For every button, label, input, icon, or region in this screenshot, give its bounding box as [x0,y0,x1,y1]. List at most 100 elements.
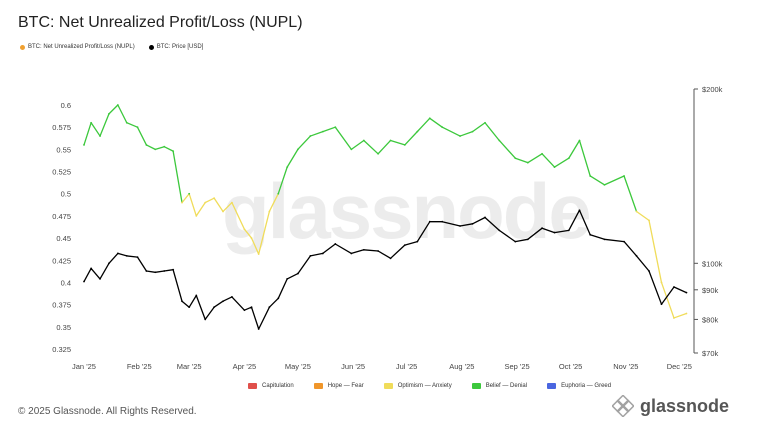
nupl-line-segment [673,312,688,319]
nupl-point [441,126,444,129]
x-tick-label: May '25 [285,362,311,371]
price-point [648,270,650,272]
price-point [222,300,224,303]
nupl-line-segment [99,113,110,137]
price-point [243,309,246,312]
nupl-line-segment [222,201,233,213]
zone-legend-optimism-anxiety: Optimism — Anxiety [383,383,452,389]
nupl-line-segment [181,193,190,204]
nupl-point [125,121,128,124]
diamond-logo-icon [612,395,634,417]
price-point [195,294,198,297]
price-point [108,262,110,265]
nupl-line-segment [286,148,299,168]
zone-swatch-optimism-anxiety [383,383,393,389]
watermark-logo: glassnode [222,167,592,255]
zone-legend-hope-fear: Hope — Fear [313,383,364,389]
zone-legend: Capitulation Hope — Fear Optimism — Anxi… [248,383,611,389]
zone-label-belief-denial: Belief — Denial [485,383,528,389]
copyright-text: © 2025 Glassnode. All Rights Reserved. [18,406,197,417]
price-point [362,248,365,251]
nupl-line-segment [90,122,101,137]
price-point [334,243,337,245]
price-point [231,295,233,298]
x-tick-label: Jan '25 [72,362,96,371]
nupl-point [277,192,280,195]
nupl-line-segment [136,126,148,146]
nupl-point [623,175,625,177]
y-left-tick-label: 0.6 [61,101,71,110]
price-point [603,238,606,241]
nupl-point [648,219,650,222]
legend-label-nupl: BTC: Net Unrealized Profit/Loss (NUPL) [28,44,135,50]
nupl-point [188,192,191,195]
nupl-line-segment [471,122,486,133]
nupl-line-segment [309,130,324,137]
x-tick-label: Jul '25 [396,362,417,371]
price-point [578,209,581,212]
price-point [389,257,392,260]
chart-title: BTC: Net Unrealized Profit/Loss (NUPL) [18,14,303,31]
nupl-line-segment [213,197,224,213]
nupl-point [416,130,419,133]
price-point [136,256,139,258]
price-point [277,297,280,300]
nupl-line-segment [429,117,443,128]
nupl-line-segment [350,139,365,151]
nupl-point [377,152,379,155]
price-point [268,306,271,309]
price-point [213,306,216,309]
x-tick-label: Oct '25 [559,362,583,371]
y-left-tick-label: 0.4 [61,278,71,287]
legend-item-price[interactable]: BTC: Price [USD] [148,44,203,50]
nupl-point [136,126,139,129]
price-point [498,229,501,232]
nupl-line-segment [578,139,591,177]
price-point [635,254,638,257]
nupl-point [181,201,183,204]
nupl-point [589,175,592,177]
nupl-point [541,152,543,155]
nupl-line-segment [145,144,156,151]
nupl-point [578,139,581,142]
price-point [154,271,157,274]
price-point [484,216,486,219]
price-point [660,303,663,306]
nupl-line-segment [404,130,418,146]
nupl-line-segment [154,146,165,151]
nupl-point [172,150,175,153]
x-tick-label: Aug '25 [449,362,474,371]
price-point [296,272,299,275]
price-point [459,225,461,227]
nupl-point [268,210,271,213]
nupl-line-segment [322,126,336,133]
price-line [83,209,687,330]
nupl-point [250,237,253,239]
nupl-point [231,201,233,204]
nupl-line-segment [541,153,556,168]
nupl-point [685,312,688,315]
legend-item-nupl[interactable]: BTC: Net Unrealized Profit/Loss (NUPL) [20,44,135,50]
nupl-point [635,210,638,213]
series-legend: BTC: Net Unrealized Profit/Loss (NUPL) B… [20,44,203,50]
nupl-line-segment [250,237,260,255]
nupl-point [309,135,312,137]
nupl-line-segment [660,281,675,319]
nupl-point [321,130,324,133]
price-point [526,238,529,241]
nupl-line-segment [231,201,246,230]
price-point [99,277,101,280]
nupl-point [471,130,474,133]
price-point [553,231,556,234]
y-left-tick-label: 0.375 [52,301,71,310]
price-point [673,286,675,288]
price-point [250,306,253,309]
nupl-point [108,112,110,115]
y-right-tick-label: $90k [702,286,719,295]
nupl-point [660,281,663,284]
nupl-line-segment [623,175,638,213]
nupl-line-segment [172,150,183,204]
nupl-line-segment [108,104,119,115]
y-right-tick-label: $200k [702,85,723,94]
y-left-tick-label: 0.55 [56,145,71,154]
